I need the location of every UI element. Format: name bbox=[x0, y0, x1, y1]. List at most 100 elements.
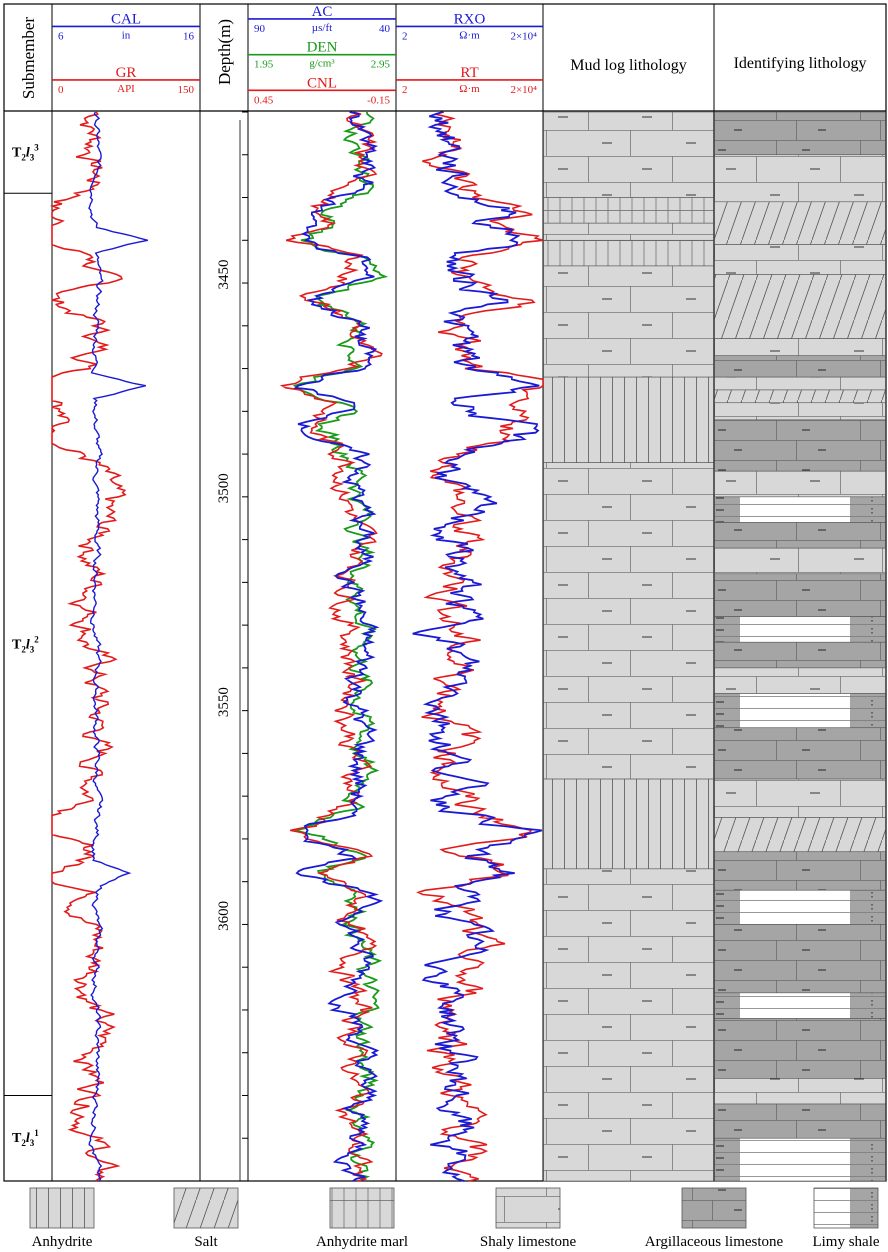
identified-interval bbox=[714, 470, 886, 498]
mud-log-interval bbox=[543, 222, 714, 241]
curve-unit: Ω·m bbox=[459, 29, 480, 41]
curve-max: 40 bbox=[379, 23, 391, 35]
depth-tick-label: 3550 bbox=[216, 687, 232, 717]
curve-header-den: DEN 1.95 g/cm³ 2.95 bbox=[248, 40, 396, 71]
curve-name: CAL bbox=[111, 11, 141, 27]
identified-interval bbox=[714, 817, 886, 853]
depth-column: 3450 3500 3550 3600 bbox=[216, 111, 248, 1182]
curve-min: 2 bbox=[402, 30, 408, 42]
curve-header-cnl: CNL 0.45 -0.15 bbox=[248, 75, 396, 106]
curve-name: AC bbox=[312, 4, 333, 20]
curve-max: 2.95 bbox=[371, 59, 391, 71]
identified-interval bbox=[714, 992, 886, 1019]
mud-log-interval bbox=[543, 376, 714, 463]
legend-label: Argillaceous limestone bbox=[645, 1234, 784, 1250]
legend-item-shaly-limestone: Shaly limestone bbox=[480, 1187, 577, 1250]
curve-header-gr: GR 0 API 150 bbox=[52, 65, 200, 96]
curve-min: 90 bbox=[254, 23, 266, 35]
identified-interval bbox=[714, 693, 886, 729]
curve-min: 0 bbox=[58, 84, 64, 96]
curve-ac bbox=[293, 111, 384, 1182]
curve-header-cal: CAL 6 in 16 bbox=[52, 11, 200, 42]
identified-interval bbox=[714, 1018, 886, 1079]
curve-name: RXO bbox=[454, 11, 486, 27]
curve-cnl bbox=[279, 111, 383, 1182]
mud-log-interval bbox=[543, 111, 714, 198]
submember-header: Submember bbox=[19, 17, 38, 99]
identified-interval bbox=[714, 274, 886, 339]
log-frame bbox=[3, 3, 887, 1182]
legend-item-anhydrite-marl: Anhydrite marl bbox=[316, 1187, 408, 1250]
legend-label: Anhydrite bbox=[32, 1234, 93, 1250]
curve-name: GR bbox=[116, 65, 137, 81]
identified-interval bbox=[714, 1078, 886, 1105]
legend-swatch bbox=[29, 1187, 95, 1229]
track-headers: Submember Depth(m) Mud log lithology Identi… bbox=[19, 4, 866, 106]
identified-interval bbox=[714, 778, 886, 818]
legend-item-anhydrite: Anhydrite bbox=[29, 1187, 95, 1250]
legend-item-limy-shale: Limy shale bbox=[812, 1187, 880, 1250]
curve-cal bbox=[88, 111, 148, 1182]
legend-swatch bbox=[495, 1187, 561, 1229]
mud-log-interval bbox=[543, 239, 714, 267]
identified-interval bbox=[714, 924, 886, 994]
curve-max: -0.15 bbox=[367, 94, 390, 106]
curve-unit: g/cm³ bbox=[309, 58, 335, 70]
identified-interval bbox=[714, 851, 886, 891]
identified-interval bbox=[714, 641, 886, 669]
outer-border bbox=[3, 3, 887, 1182]
depth-label: Depth(m) bbox=[215, 19, 234, 85]
identified-interval bbox=[714, 547, 886, 575]
identified-interval bbox=[714, 1103, 886, 1139]
curve-unit: µs/ft bbox=[312, 22, 332, 34]
curve-name: CNL bbox=[307, 75, 337, 91]
lithology-columns bbox=[543, 111, 886, 1182]
legend-label: Salt bbox=[194, 1234, 218, 1250]
mud-log-title: Mud log lithology bbox=[570, 57, 686, 74]
curve-min: 1.95 bbox=[254, 59, 274, 71]
identified-interval bbox=[714, 402, 886, 421]
curve-unit: API bbox=[117, 83, 135, 95]
identified-interval bbox=[714, 1137, 886, 1182]
legend-swatch bbox=[173, 1187, 239, 1229]
curve-header-rxo: RXO 2 Ω·m 2×10⁴ bbox=[396, 11, 543, 42]
identified-interval bbox=[714, 154, 886, 203]
identified-interval bbox=[714, 496, 886, 523]
curve-rxo bbox=[412, 111, 543, 1182]
curve-rt bbox=[416, 111, 544, 1182]
identified-interval bbox=[714, 616, 886, 643]
curve-unit: Ω·m bbox=[459, 83, 480, 95]
identified-interval bbox=[714, 376, 886, 391]
submember-label: T2l32 bbox=[12, 634, 39, 654]
submember-label: T2l31 bbox=[12, 1128, 39, 1148]
depth-tick-label: 3450 bbox=[216, 259, 232, 289]
curve-header-ac: AC 90 µs/ft 40 bbox=[248, 4, 396, 35]
identified-interval bbox=[714, 889, 886, 925]
legend-label: Anhydrite marl bbox=[316, 1234, 408, 1250]
mud-log-interval bbox=[543, 197, 714, 224]
identified-interval bbox=[714, 389, 886, 404]
legend-label: Shaly limestone bbox=[480, 1234, 577, 1250]
curve-max: 2×10⁴ bbox=[510, 84, 537, 96]
curve-min: 6 bbox=[58, 30, 64, 42]
depth-tick-label: 3500 bbox=[216, 473, 232, 503]
identified-interval bbox=[714, 522, 886, 549]
curve-header-rt: RT 2 Ω·m 2×10⁴ bbox=[396, 65, 543, 96]
identified-interval bbox=[714, 667, 886, 694]
identified-interval bbox=[714, 201, 886, 245]
identified-interval bbox=[714, 338, 886, 357]
curve-unit: in bbox=[122, 29, 131, 41]
curve-max: 150 bbox=[178, 84, 195, 96]
mud-log-interval bbox=[543, 462, 714, 780]
mud-log-interval bbox=[543, 778, 714, 870]
curve-gr bbox=[49, 111, 127, 1182]
depth-tick-label: 3600 bbox=[216, 901, 232, 931]
legend-item-argillaceous-limestone: Argillaceous limestone bbox=[645, 1187, 784, 1250]
identifying-lithology-title: Identifying lithology bbox=[734, 55, 867, 72]
identified-interval bbox=[714, 573, 886, 617]
submember-column: T2l33 T2l32 T2l31 bbox=[4, 143, 52, 1148]
legend-swatch bbox=[329, 1187, 395, 1229]
curve-name: RT bbox=[460, 65, 478, 81]
curve-name: DEN bbox=[307, 40, 338, 56]
